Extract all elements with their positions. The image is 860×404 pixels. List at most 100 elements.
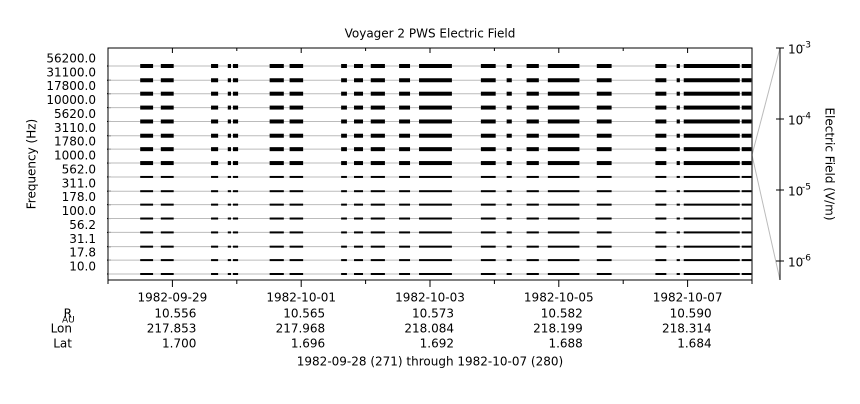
coverage-bar xyxy=(232,259,239,262)
y-tick-label: 10.0 xyxy=(69,260,96,274)
coverage-bar xyxy=(655,217,667,220)
coverage-bar xyxy=(506,91,512,96)
coverage-bar xyxy=(227,245,232,248)
coverage-bar xyxy=(547,105,580,110)
coverage-bar xyxy=(683,175,740,178)
coverage-bar xyxy=(269,133,284,138)
ephemeris-value: 218.314 xyxy=(662,322,712,336)
coverage-bar xyxy=(232,217,239,220)
coverage-bar xyxy=(269,245,284,248)
coverage-bar xyxy=(354,63,364,68)
coverage-bar xyxy=(289,147,304,152)
coverage-bar xyxy=(140,161,154,166)
y-tick-label: 17800.0 xyxy=(46,79,96,93)
coverage-bar xyxy=(480,203,496,206)
coverage-bar xyxy=(526,273,539,276)
coverage-bar xyxy=(232,231,239,234)
y-tick-label: 56.2 xyxy=(69,218,96,232)
coverage-bar xyxy=(370,273,385,276)
y2-axis-label: Electric Field (V/m) xyxy=(823,107,837,220)
coverage-bar xyxy=(526,147,539,152)
coverage-bar xyxy=(140,245,154,248)
coverage-bar xyxy=(227,217,232,220)
coverage-bar xyxy=(683,78,740,83)
coverage-bar xyxy=(683,119,740,124)
coverage-bar xyxy=(399,190,411,193)
coverage-bar xyxy=(419,133,452,138)
coverage-bar xyxy=(341,245,347,248)
coverage-bar xyxy=(506,63,512,68)
coverage-bar xyxy=(399,217,411,220)
coverage-bar xyxy=(227,231,232,234)
coverage-bar xyxy=(232,147,239,152)
coverage-bar xyxy=(140,273,154,276)
coverage-bar xyxy=(160,231,174,234)
coverage-bar xyxy=(232,161,239,166)
coverage-bar xyxy=(526,190,539,193)
coverage-bar xyxy=(289,119,304,124)
coverage-bar xyxy=(683,161,740,166)
coverage-bar xyxy=(140,217,154,220)
y-tick-label: 3110.0 xyxy=(54,121,96,135)
coverage-bar xyxy=(160,147,174,152)
ephemeris-value: 10.565 xyxy=(283,307,325,321)
coverage-bar xyxy=(160,203,174,206)
coverage-bar xyxy=(655,63,667,68)
coverage-bar xyxy=(676,105,680,110)
coverage-bar xyxy=(506,78,512,83)
ephemeris-value: 1.696 xyxy=(291,337,325,351)
y-axis-label: Frequency (Hz) xyxy=(25,119,39,210)
coverage-bar xyxy=(341,161,347,166)
coverage-bar xyxy=(160,273,174,276)
coverage-bar xyxy=(596,273,612,276)
coverage-bar xyxy=(547,231,580,234)
connector xyxy=(751,154,781,281)
coverage-bar xyxy=(160,259,174,262)
coverage-bar xyxy=(526,203,539,206)
coverage-bar xyxy=(683,217,740,220)
coverage-bar xyxy=(289,63,304,68)
coverage-bar xyxy=(655,91,667,96)
caption: 1982-09-28 (271) through 1982-10-07 (280… xyxy=(297,355,563,369)
coverage-bar xyxy=(370,119,385,124)
coverage-bar xyxy=(526,161,539,166)
coverage-bar xyxy=(526,133,539,138)
y2-tick-label: 10 xyxy=(788,255,803,269)
coverage-bar xyxy=(140,190,154,193)
coverage-bar xyxy=(683,245,740,248)
coverage-bar xyxy=(596,133,612,138)
coverage-bar xyxy=(354,91,364,96)
coverage-bar xyxy=(211,259,219,262)
coverage-bar xyxy=(480,217,496,220)
coverage-bar xyxy=(354,217,364,220)
coverage-bar xyxy=(419,63,452,68)
coverage-bar xyxy=(480,190,496,193)
coverage-bar xyxy=(341,175,347,178)
coverage-bar xyxy=(232,175,239,178)
coverage-bar xyxy=(341,105,347,110)
coverage-bar xyxy=(227,119,232,124)
coverage-bar xyxy=(269,231,284,234)
coverage-bar xyxy=(655,105,667,110)
coverage-bar xyxy=(289,203,304,206)
y-tick-label: 5620.0 xyxy=(54,107,96,121)
coverage-bar xyxy=(399,245,411,248)
coverage-bar xyxy=(676,245,680,248)
coverage-bar xyxy=(269,217,284,220)
coverage-bar xyxy=(399,78,411,83)
coverage-bar xyxy=(370,245,385,248)
coverage-bar xyxy=(399,91,411,96)
y-tick-label: 178.0 xyxy=(62,190,96,204)
y2-tick-exponent: -6 xyxy=(802,253,811,263)
coverage-bar xyxy=(506,231,512,234)
coverage-bar xyxy=(140,203,154,206)
coverage-bar xyxy=(341,78,347,83)
coverage-bar xyxy=(655,231,667,234)
coverage-bar xyxy=(526,175,539,178)
coverage-bar xyxy=(289,273,304,276)
coverage-bar xyxy=(354,190,364,193)
coverage-bar xyxy=(227,175,232,178)
coverage-bar xyxy=(419,147,452,152)
coverage-bar xyxy=(354,273,364,276)
